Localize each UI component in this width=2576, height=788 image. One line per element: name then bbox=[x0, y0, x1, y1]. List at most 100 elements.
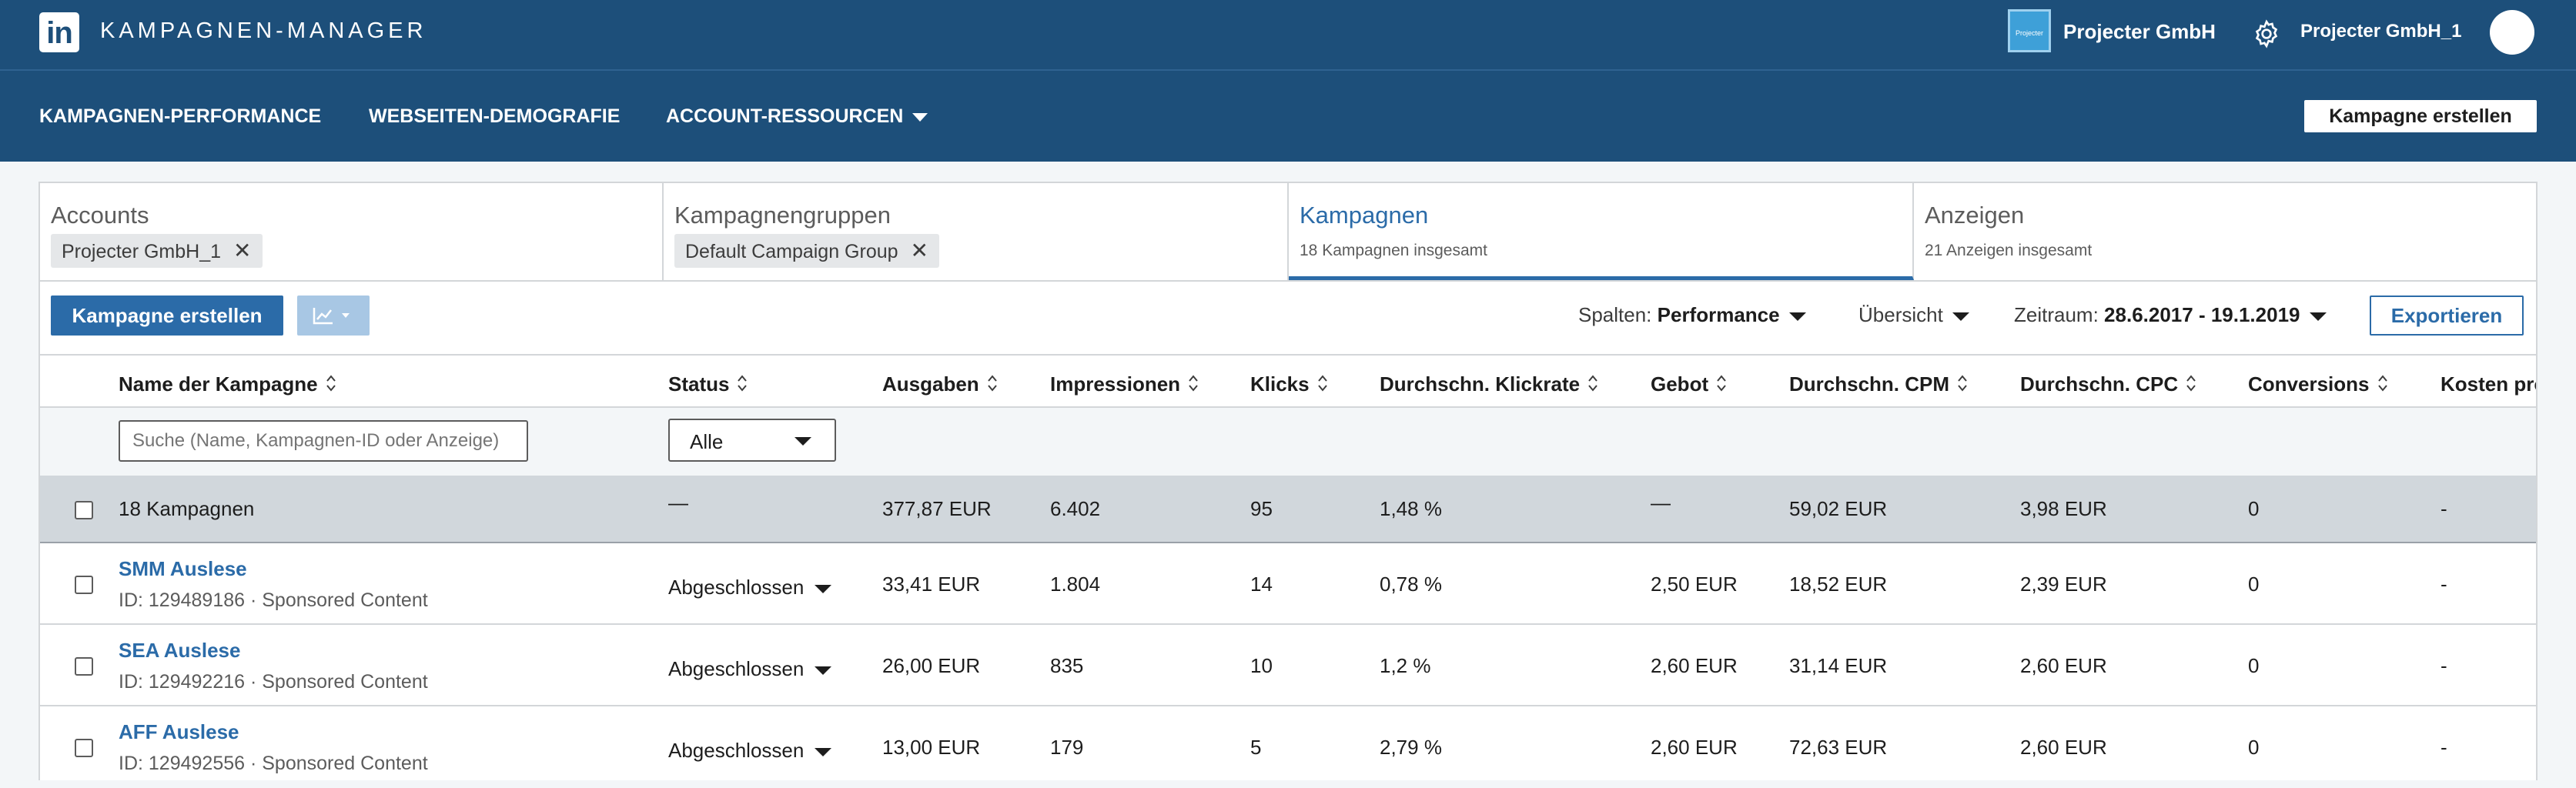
tab-title: Anzeigen bbox=[1925, 202, 2025, 229]
company-logo[interactable]: Projecter bbox=[2008, 9, 2051, 52]
avatar[interactable] bbox=[2490, 10, 2534, 55]
filter-pill: Projecter GmbH_1 ✕ bbox=[51, 234, 263, 268]
column-header-bid[interactable]: Gebot bbox=[1651, 372, 1727, 398]
sort-icon bbox=[2186, 374, 2196, 398]
bid-cell: 2,50 EUR bbox=[1651, 573, 1738, 596]
tab-campaign-groups[interactable]: Kampagnengruppen Default Campaign Group ✕ bbox=[664, 183, 1289, 280]
sort-icon bbox=[2377, 374, 2388, 398]
filter-pill: Default Campaign Group ✕ bbox=[674, 234, 940, 268]
cpc-cell: 2,39 EUR bbox=[2020, 573, 2107, 596]
create-campaign-nav-button[interactable]: Kampagne erstellen bbox=[2304, 100, 2537, 132]
table-header: Name der Kampagne Status Ausgaben Impres… bbox=[40, 354, 2536, 408]
column-header-label: Durchschn. CPM bbox=[1789, 372, 1950, 396]
chevron-down-icon bbox=[912, 112, 928, 122]
spend-cell: 26,00 EUR bbox=[882, 654, 981, 677]
filter-row: Alle bbox=[40, 408, 2536, 476]
create-campaign-button[interactable]: Kampagne erstellen bbox=[51, 296, 283, 336]
cpc-cell: 2,60 EUR bbox=[2020, 654, 2107, 677]
date-range-select[interactable]: Zeitraum: 28.6.2017 - 19.1.2019 bbox=[2014, 303, 2327, 327]
total-spend: 377,87 EUR bbox=[882, 497, 992, 520]
total-cpm: 59,02 EUR bbox=[1789, 497, 1888, 520]
table-row: SMM Auslese ID: 129489186 · Sponsored Co… bbox=[40, 543, 2536, 625]
campaign-meta: ID: 129492216 · Sponsored Content bbox=[119, 671, 428, 693]
export-button[interactable]: Exportieren bbox=[2370, 296, 2524, 336]
column-header-label: Status bbox=[668, 372, 730, 396]
columns-select[interactable]: Spalten: Performance bbox=[1578, 303, 1806, 327]
nav-account-resources-label: ACCOUNT-RESSOURCEN bbox=[666, 105, 904, 127]
sort-icon bbox=[326, 374, 336, 398]
campaign-name-link[interactable]: AFF Auslese bbox=[119, 720, 239, 743]
chart-toggle-button[interactable] bbox=[297, 296, 370, 336]
column-header-cpm[interactable]: Durchschn. CPM bbox=[1789, 372, 1968, 398]
cost-per-cell: - bbox=[2441, 654, 2447, 677]
column-header-spend[interactable]: Ausgaben bbox=[882, 372, 998, 398]
status-filter-select[interactable]: Alle bbox=[668, 419, 836, 462]
spend-cell: 33,41 EUR bbox=[882, 573, 981, 596]
cpm-cell: 72,63 EUR bbox=[1789, 736, 1888, 759]
column-header-cpc[interactable]: Durchschn. CPC bbox=[2020, 372, 2196, 398]
row-checkbox[interactable] bbox=[75, 576, 93, 594]
column-header-clicks[interactable]: Klicks bbox=[1250, 372, 1328, 398]
column-header-cost-per[interactable]: Kosten pro bbox=[2441, 372, 2536, 396]
total-bid: — bbox=[1651, 491, 1671, 514]
close-icon[interactable]: ✕ bbox=[233, 239, 252, 262]
sort-icon bbox=[987, 374, 998, 398]
status-value: Abgeschlossen bbox=[668, 576, 805, 599]
column-header-impressions[interactable]: Impressionen bbox=[1050, 372, 1199, 398]
company-name[interactable]: Projecter GmbH bbox=[2063, 20, 2216, 43]
conversions-cell: 0 bbox=[2248, 736, 2260, 759]
date-range-value: 28.6.2017 - 19.1.2019 bbox=[2104, 303, 2300, 326]
chevron-down-icon bbox=[815, 666, 832, 675]
chevron-down-icon bbox=[815, 747, 832, 756]
column-header-label: Gebot bbox=[1651, 372, 1709, 396]
ctr-cell: 2,79 % bbox=[1380, 736, 1442, 759]
total-ctr: 1,48 % bbox=[1380, 497, 1442, 520]
filter-pill-label: Projecter GmbH_1 bbox=[62, 241, 222, 262]
total-status: — bbox=[668, 491, 688, 514]
gear-icon[interactable] bbox=[2251, 18, 2282, 53]
view-select[interactable]: Übersicht bbox=[1858, 303, 1969, 327]
linkedin-logo-icon[interactable]: in bbox=[39, 12, 79, 52]
total-cpc: 3,98 EUR bbox=[2020, 497, 2107, 520]
total-cost-per: - bbox=[2441, 497, 2447, 520]
clicks-cell: 10 bbox=[1250, 654, 1273, 677]
nav-campaign-performance[interactable]: KAMPAGNEN-PERFORMANCE bbox=[39, 105, 322, 127]
nav-account-resources[interactable]: ACCOUNT-RESSOURCEN bbox=[666, 105, 928, 128]
cpm-cell: 31,14 EUR bbox=[1789, 654, 1888, 677]
chart-icon bbox=[313, 308, 350, 325]
campaign-name-link[interactable]: SEA Auslese bbox=[119, 639, 241, 662]
chevron-down-icon bbox=[815, 584, 832, 593]
column-header-label: Name der Kampagne bbox=[119, 372, 318, 396]
status-dropdown[interactable]: Abgeschlossen bbox=[668, 576, 832, 599]
search-input[interactable] bbox=[119, 420, 528, 462]
campaign-name-link[interactable]: SMM Auslese bbox=[119, 557, 247, 580]
tab-accounts[interactable]: Accounts Projecter GmbH_1 ✕ bbox=[40, 183, 664, 280]
impressions-cell: 1.804 bbox=[1050, 573, 1101, 596]
select-all-checkbox[interactable] bbox=[75, 501, 93, 519]
chevron-down-icon bbox=[1788, 312, 1806, 321]
account-name[interactable]: Projecter GmbH_1 bbox=[2300, 21, 2462, 42]
tab-ads[interactable]: Anzeigen 21 Anzeigen insgesamt bbox=[1914, 183, 2536, 280]
tab-title: Accounts bbox=[51, 202, 149, 229]
nav-website-demographics[interactable]: WEBSEITEN-DEMOGRAFIE bbox=[369, 105, 621, 127]
cpm-cell: 18,52 EUR bbox=[1789, 573, 1888, 596]
close-icon[interactable]: ✕ bbox=[910, 239, 929, 262]
tab-title: Kampagnengruppen bbox=[674, 202, 891, 229]
tab-campaigns[interactable]: Kampagnen 18 Kampagnen insgesamt bbox=[1289, 183, 1914, 280]
cost-per-cell: - bbox=[2441, 736, 2447, 759]
status-dropdown[interactable]: Abgeschlossen bbox=[668, 739, 832, 763]
column-header-name[interactable]: Name der Kampagne bbox=[119, 372, 336, 398]
row-checkbox[interactable] bbox=[75, 657, 93, 676]
row-checkbox[interactable] bbox=[75, 739, 93, 757]
chevron-down-icon bbox=[795, 437, 811, 446]
cost-per-cell: - bbox=[2441, 573, 2447, 596]
columns-label: Spalten: bbox=[1578, 303, 1652, 326]
main-panel: Accounts Projecter GmbH_1 ✕ Kampagnengrup… bbox=[38, 182, 2538, 780]
column-header-label: Ausgaben bbox=[882, 372, 979, 396]
column-header-conversions[interactable]: Conversions bbox=[2248, 372, 2388, 398]
status-dropdown[interactable]: Abgeschlossen bbox=[668, 657, 832, 681]
sort-icon bbox=[1188, 374, 1199, 398]
column-header-status[interactable]: Status bbox=[668, 372, 748, 398]
column-header-ctr[interactable]: Durchschn. Klickrate bbox=[1380, 372, 1598, 398]
sort-icon bbox=[1587, 374, 1598, 398]
